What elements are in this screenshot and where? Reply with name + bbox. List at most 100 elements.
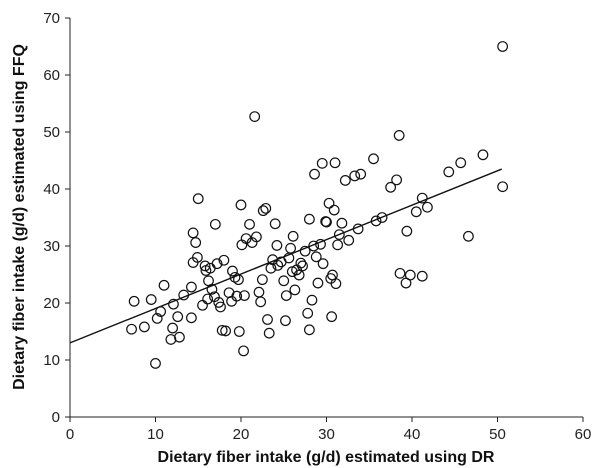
data-point: [278, 275, 290, 287]
data-points: [126, 41, 509, 369]
x-tick-label: 10: [147, 426, 164, 443]
data-point: [272, 259, 284, 271]
data-point: [211, 258, 223, 270]
data-point: [280, 315, 291, 327]
data-point: [463, 230, 474, 242]
data-point: [304, 213, 315, 225]
data-point: [404, 269, 416, 281]
data-point: [321, 216, 332, 228]
data-point: [416, 192, 428, 204]
data-point: [150, 358, 161, 369]
data-point: [293, 269, 305, 281]
data-point: [231, 290, 243, 302]
data-point: [215, 301, 226, 313]
data-point: [370, 215, 382, 227]
y-tick-label: 30: [43, 238, 60, 255]
data-point: [330, 278, 342, 290]
data-point: [317, 258, 329, 270]
data-point: [355, 168, 367, 180]
data-point: [269, 218, 281, 230]
trend-line: [69, 168, 503, 344]
data-point: [421, 201, 433, 213]
data-point: [265, 262, 277, 274]
data-point: [168, 298, 179, 310]
data-point: [497, 41, 509, 52]
data-point: [191, 251, 203, 263]
data-point: [178, 289, 190, 301]
y-tick-label: 50: [43, 124, 60, 141]
y-tick-label: 70: [43, 10, 60, 27]
data-point: [416, 270, 428, 282]
data-point: [336, 217, 348, 229]
data-point: [316, 157, 328, 169]
data-point: [220, 325, 232, 337]
x-tick-label: 30: [318, 426, 335, 443]
data-point: [249, 111, 261, 123]
data-point: [497, 181, 509, 193]
data-point: [280, 290, 292, 301]
data-point: [309, 168, 320, 180]
data-point: [401, 225, 413, 237]
data-point: [199, 260, 211, 272]
y-tick-label: 0: [52, 409, 60, 426]
x-tick-label: 60: [575, 426, 592, 443]
data-point: [172, 311, 184, 323]
x-tick-label: 50: [489, 426, 506, 443]
data-point: [255, 296, 267, 308]
data-point: [244, 218, 255, 230]
data-point: [310, 251, 322, 263]
data-point: [394, 267, 406, 279]
data-point: [455, 157, 467, 169]
data-point: [206, 283, 218, 295]
data-point: [391, 174, 403, 186]
data-point: [138, 321, 150, 333]
data-point: [328, 204, 340, 216]
data-point: [174, 331, 185, 343]
data-point: [227, 265, 238, 277]
data-point: [128, 295, 140, 307]
data-point: [202, 293, 214, 305]
data-point: [190, 237, 202, 248]
y-axis-title: Dietary fiber intake (g/d) estimated usi…: [11, 44, 28, 390]
data-point: [343, 234, 355, 246]
x-tick-label: 20: [233, 426, 250, 443]
data-point: [376, 212, 388, 223]
y-tick-label: 20: [43, 295, 60, 312]
data-point: [213, 297, 225, 308]
data-point: [240, 233, 252, 244]
x-axis-title: Dietary fiber intake (g/d) estimated usi…: [158, 449, 495, 466]
data-point: [151, 312, 163, 324]
data-point: [308, 240, 320, 252]
data-point: [187, 227, 199, 239]
data-point: [302, 307, 314, 319]
ticks: 0 10 20 30 40 50 60 0 10 20 30 40 50 60 70: [43, 10, 591, 443]
data-point: [126, 323, 137, 335]
data-point: [271, 240, 283, 251]
data-point: [209, 218, 221, 230]
data-point: [262, 314, 273, 325]
data-point: [238, 345, 249, 357]
y-tick-label: 60: [43, 67, 60, 84]
data-point: [186, 281, 197, 293]
data-point: [289, 284, 301, 296]
x-tick-label: 40: [404, 426, 421, 443]
data-point: [312, 277, 324, 289]
data-point: [315, 238, 326, 250]
data-point: [253, 286, 265, 298]
data-point: [385, 181, 397, 193]
data-point: [329, 157, 341, 169]
data-point: [145, 294, 157, 305]
data-point: [239, 290, 250, 301]
data-point: [304, 324, 315, 336]
data-point: [410, 206, 422, 218]
data-point: [260, 202, 272, 214]
data-point: [226, 295, 237, 307]
data-point: [250, 231, 262, 243]
data-point: [155, 306, 167, 317]
data-point: [167, 322, 179, 334]
data-point: [443, 166, 455, 178]
data-point: [235, 199, 247, 211]
data-point: [158, 279, 170, 291]
data-point: [297, 260, 308, 272]
